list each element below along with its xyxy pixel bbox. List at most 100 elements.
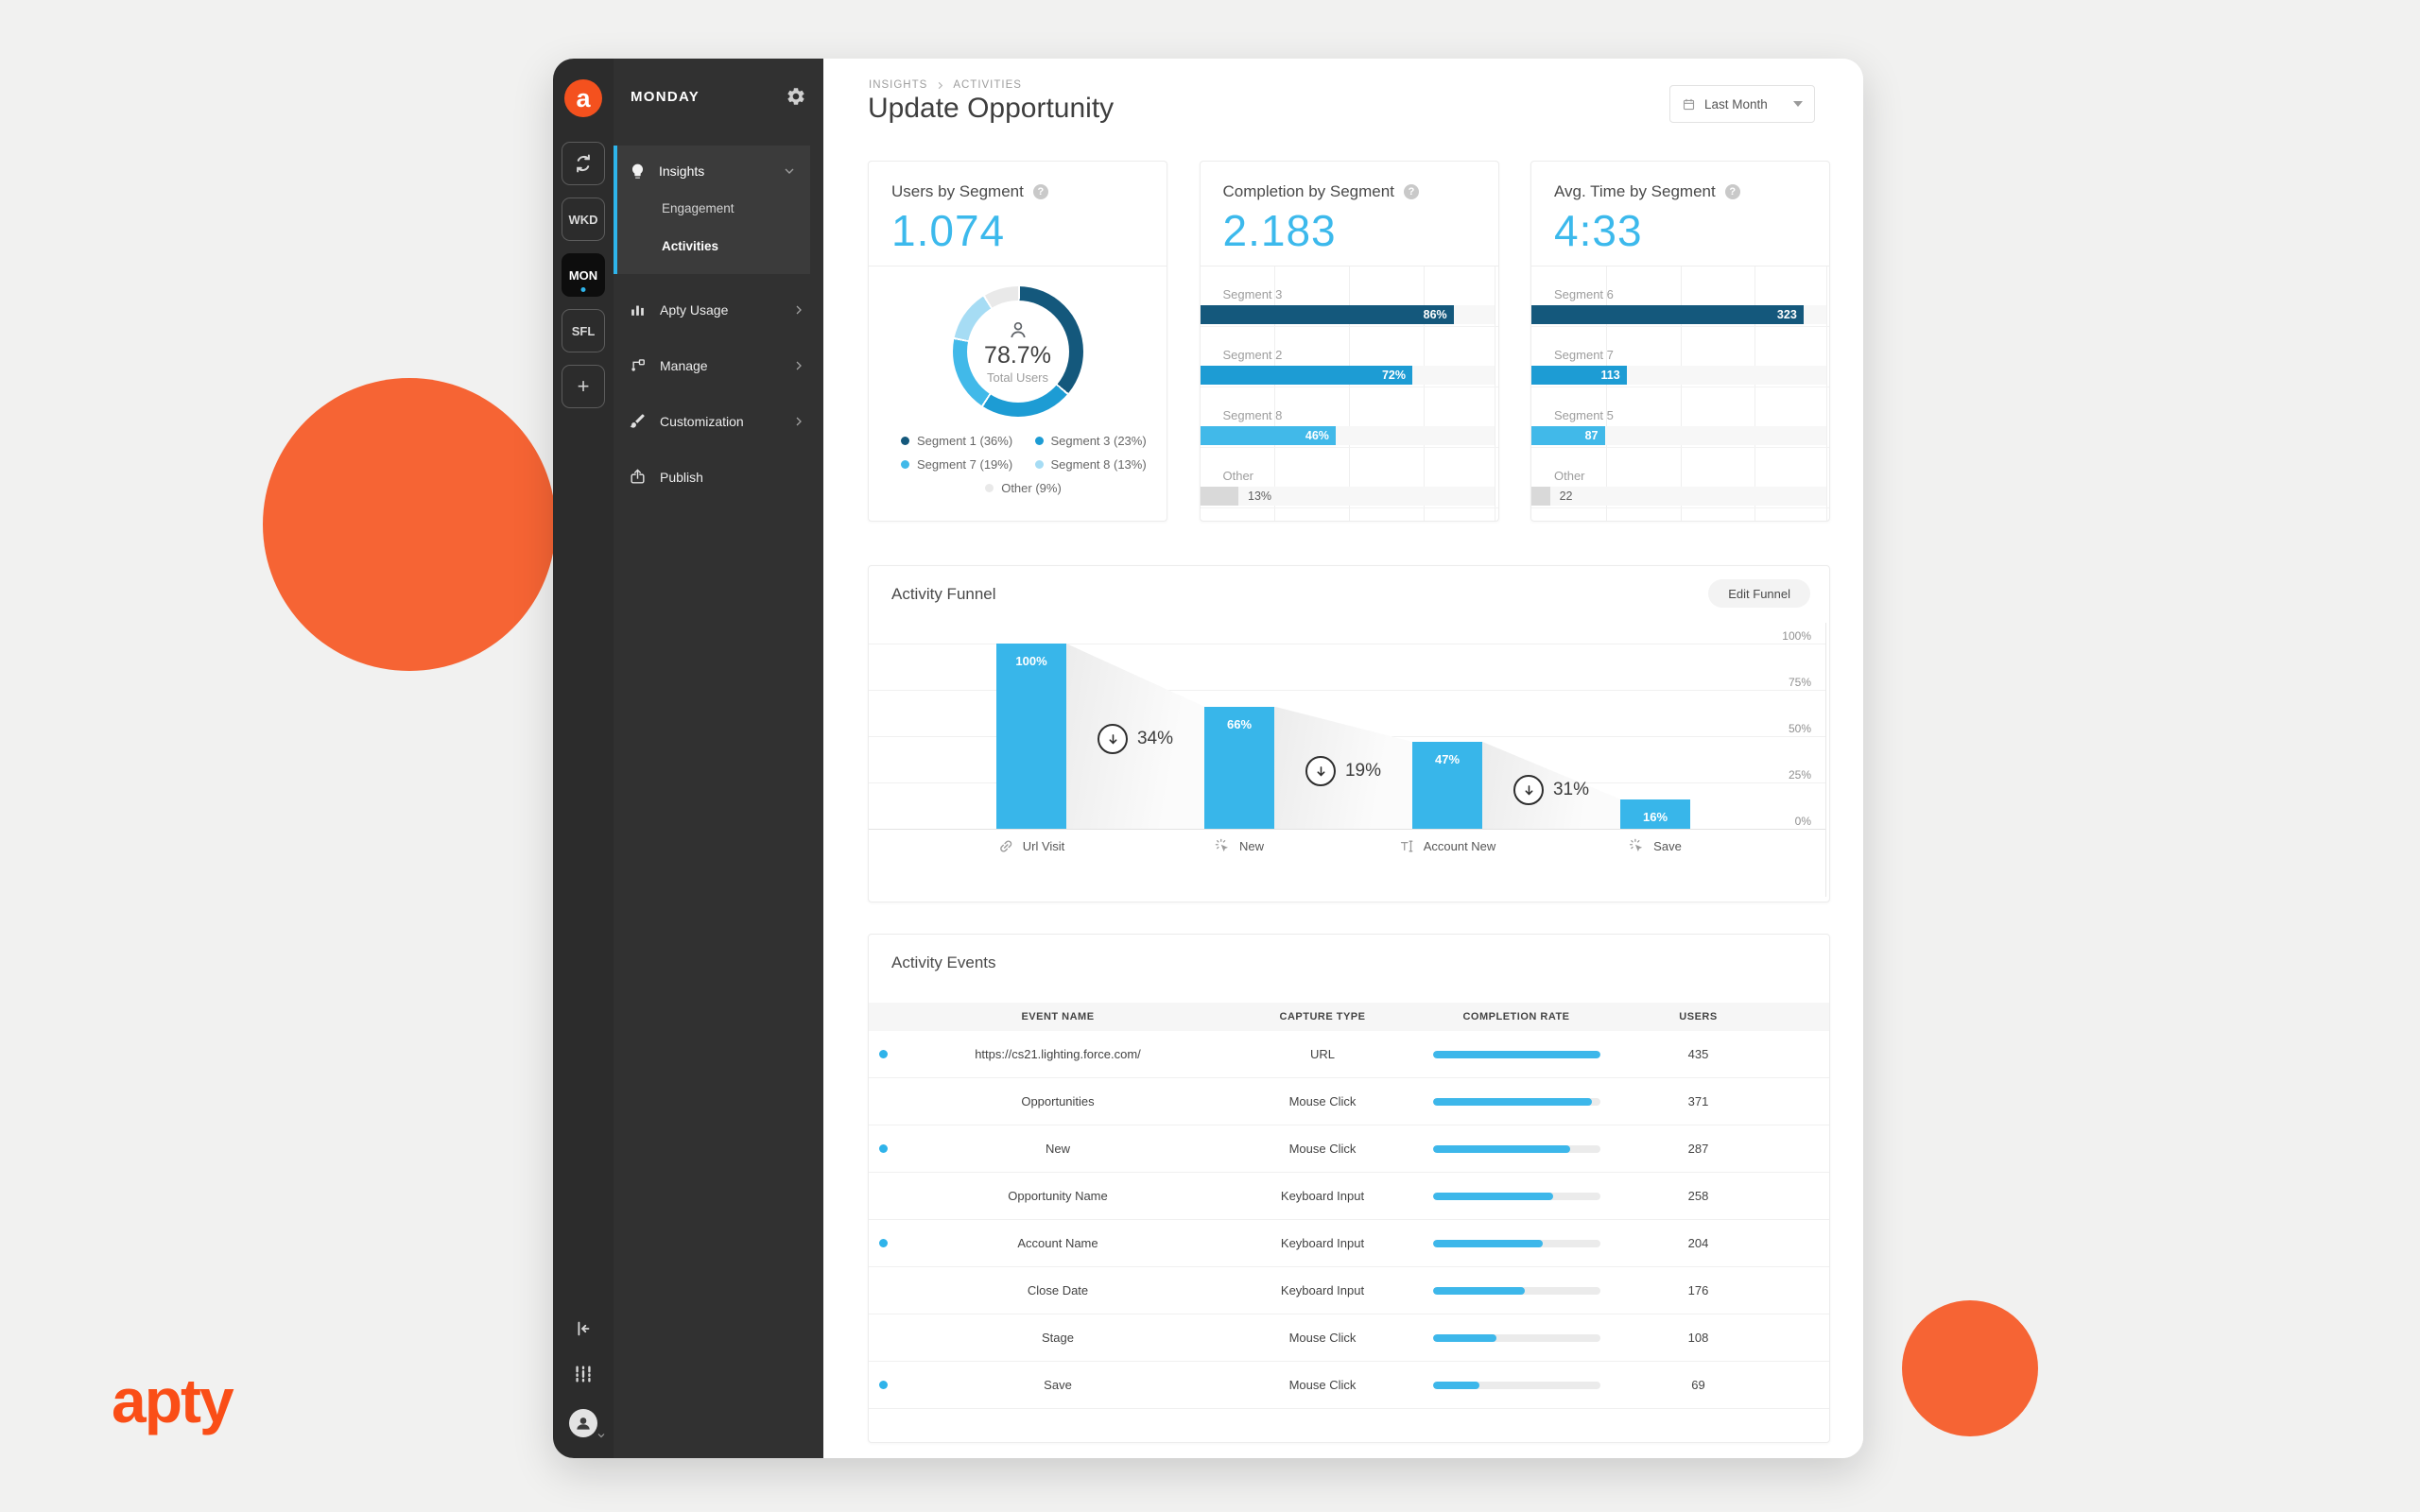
- funnel-drop-value: 31%: [1552, 780, 1590, 799]
- funnel-drop: 31%: [1512, 775, 1590, 805]
- help-icon[interactable]: ?: [1032, 184, 1048, 199]
- table-row[interactable]: Stage Mouse Click 108: [869, 1314, 1829, 1362]
- active-dot-icon: [879, 1050, 888, 1058]
- gear-icon[interactable]: [786, 86, 806, 107]
- card-head: Avg. Time by Segment ?: [1531, 162, 1829, 201]
- funnel-step-label: Account New: [1399, 838, 1495, 854]
- event-name: Opportunities: [1021, 1094, 1095, 1108]
- bar-row: Segment 7 113: [1531, 327, 1829, 387]
- grid-line: [1274, 266, 1276, 521]
- bar-track: 323: [1531, 305, 1826, 324]
- bar-label: Segment 3: [1222, 287, 1283, 301]
- apty-logo: apty: [112, 1366, 234, 1435]
- sync-button[interactable]: [562, 142, 605, 185]
- table-row[interactable]: Account Name Keyboard Input 204: [869, 1220, 1829, 1267]
- column-header[interactable]: USERS: [1679, 1011, 1718, 1022]
- menu-item-publish[interactable]: Publish: [614, 449, 823, 505]
- row-indicator: [869, 1050, 897, 1058]
- bar-row: Other 22: [1531, 448, 1829, 508]
- progress-fill: [1432, 1050, 1600, 1058]
- bar-track: 13%: [1200, 487, 1495, 506]
- menu-item-label: Publish: [660, 469, 703, 485]
- table-row[interactable]: https://cs21.lighting.force.com/ URL 435: [869, 1031, 1829, 1078]
- progress-fill: [1432, 1097, 1592, 1106]
- card-head: Completion by Segment ?: [1201, 162, 1498, 201]
- table-row[interactable]: Opportunity Name Keyboard Input 258: [869, 1173, 1829, 1220]
- funnel-bar-value: 16%: [1642, 809, 1668, 824]
- completion-rate: [1426, 1144, 1606, 1153]
- progress-track: [1432, 1192, 1600, 1200]
- legend-dot: [901, 460, 909, 469]
- help-icon[interactable]: ?: [1403, 184, 1419, 199]
- grid-line: [1680, 266, 1682, 521]
- collapse-sidebar-icon[interactable]: [573, 1318, 594, 1339]
- funnel-bar-value: 47%: [1434, 751, 1461, 766]
- table-row[interactable]: Save Mouse Click 69: [869, 1362, 1829, 1409]
- funnel-bar: 100%: [996, 644, 1066, 829]
- bar-value: 86%: [1423, 308, 1447, 321]
- edit-funnel-button[interactable]: Edit Funnel: [1708, 579, 1810, 608]
- legend-label: Segment 1 (36%): [917, 434, 1013, 448]
- add-workspace-button[interactable]: +: [562, 365, 605, 408]
- calendar-icon: [1682, 97, 1696, 112]
- row-indicator: [869, 1381, 897, 1389]
- capture-type: Mouse Click: [1288, 1142, 1357, 1156]
- table-row[interactable]: Close Date Keyboard Input 176: [869, 1267, 1829, 1314]
- bar-value: 113: [1600, 369, 1620, 382]
- completion-rate: [1426, 1050, 1606, 1058]
- menu-item-insights[interactable]: Insights: [617, 153, 810, 189]
- table-row[interactable]: New Mouse Click 287: [869, 1125, 1829, 1173]
- funnel-step-label: Url Visit: [998, 838, 1064, 854]
- breadcrumb-insights[interactable]: INSIGHTS: [869, 79, 928, 91]
- breadcrumb-activities[interactable]: ACTIVITIES: [953, 79, 1022, 91]
- menu-item-customization[interactable]: Customization: [614, 393, 823, 449]
- column-header[interactable]: CAPTURE TYPE: [1279, 1011, 1366, 1022]
- table-row[interactable]: Opportunities Mouse Click 371: [869, 1078, 1829, 1125]
- bar-track: 86%: [1200, 305, 1495, 324]
- workspace-item-sfl[interactable]: SFL: [562, 309, 605, 352]
- grid-line: [869, 829, 1826, 830]
- menu-item-manage[interactable]: Manage: [614, 337, 823, 393]
- help-icon[interactable]: ?: [1724, 184, 1740, 199]
- capture-type: Mouse Click: [1288, 1331, 1357, 1345]
- capture-type: Keyboard Input: [1280, 1283, 1365, 1297]
- link-icon: [998, 838, 1014, 854]
- bar-value: 46%: [1305, 429, 1329, 442]
- capture-type: Keyboard Input: [1280, 1236, 1365, 1250]
- column-header[interactable]: COMPLETION RATE: [1462, 1011, 1570, 1022]
- legend-label: Segment 8 (13%): [1050, 457, 1147, 472]
- completion-bar-chart: Segment 3 86% Segment 2 72% Segment 8 46…: [1200, 266, 1498, 521]
- grid-line: [1825, 266, 1827, 521]
- progress-fill: [1432, 1192, 1553, 1200]
- legend-item: Segment 8 (13%): [1024, 457, 1158, 472]
- menu-item-apty-usage[interactable]: Apty Usage: [614, 282, 823, 337]
- progress-track: [1432, 1286, 1600, 1295]
- event-name: Opportunity Name: [1008, 1189, 1108, 1203]
- date-filter-dropdown[interactable]: Last Month: [1669, 85, 1815, 123]
- workspace-item-mon[interactable]: MON: [562, 253, 605, 297]
- users-count: 287: [1687, 1142, 1709, 1156]
- chevron-down-icon: [596, 1430, 607, 1441]
- bar-row: Segment 6 323: [1531, 266, 1829, 327]
- stat-cards: Users by Segment ? 1.074 78.7% Total Use…: [868, 161, 1830, 522]
- panel-title: Activity Funnel: [891, 585, 996, 603]
- menu-item-activities[interactable]: Activities: [662, 238, 719, 253]
- decorative-circle: [1902, 1300, 2038, 1436]
- settings-sliders-icon[interactable]: [573, 1364, 594, 1384]
- active-dot-icon: [879, 1239, 888, 1247]
- user-avatar[interactable]: [569, 1409, 605, 1438]
- person-icon: [1007, 318, 1029, 341]
- bulb-icon: [629, 163, 647, 180]
- panel-title: Activity Events: [891, 954, 996, 971]
- menu-item-label: Customization: [660, 413, 744, 429]
- menu-section-insights: Insights Engagement Activities: [614, 146, 810, 274]
- column-header[interactable]: EVENT NAME: [1021, 1011, 1095, 1022]
- workspace-item-wkd[interactable]: WKD: [562, 198, 605, 241]
- apty-logo-badge[interactable]: a: [564, 79, 602, 117]
- decorative-circle: [263, 378, 556, 671]
- menu-item-engagement[interactable]: Engagement: [662, 200, 735, 215]
- funnel-drop: 34%: [1097, 724, 1173, 754]
- app-window: a WKD MON SFL + MONDAY Insights: [553, 59, 1863, 1458]
- bar-label: Segment 8: [1222, 408, 1283, 422]
- bar-label: Other: [1222, 469, 1254, 483]
